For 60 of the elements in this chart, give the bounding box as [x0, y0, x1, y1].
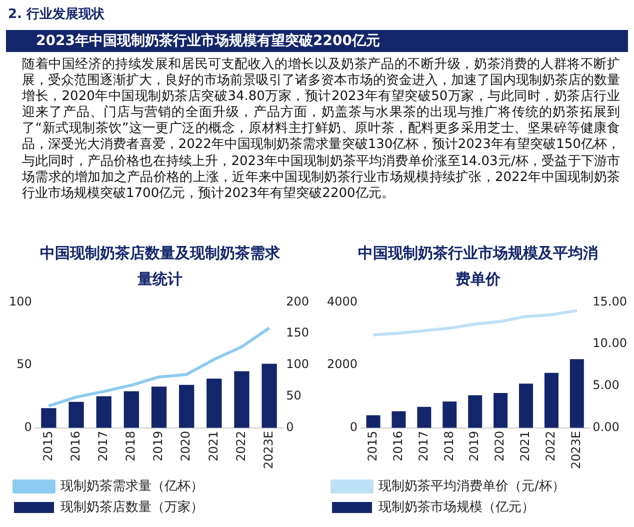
- bar: [124, 391, 140, 428]
- y2-tick-label: 5.00: [592, 378, 620, 392]
- x-tick-label: 2019: [467, 430, 482, 462]
- x-tick-label: 2021: [206, 430, 220, 462]
- bar: [151, 386, 167, 428]
- x-tick-label: 2018: [442, 430, 456, 462]
- x-tick-label: 2020: [178, 430, 193, 462]
- bar: [468, 395, 482, 428]
- chart-title: 中国现制奶茶行业市场规模及平均消费单价: [358, 243, 598, 290]
- bar: [206, 378, 222, 428]
- x-tick-label: 2020: [492, 430, 507, 462]
- y2-tick-label: 0.00: [592, 420, 620, 434]
- legend-label: 现制奶茶市场规模（亿元）: [378, 500, 534, 515]
- y2-tick-label: 150: [286, 326, 309, 340]
- y-tick-label: 0: [350, 420, 358, 434]
- legend-label: 现制奶茶需求量（亿杯）: [60, 478, 204, 494]
- bar: [366, 415, 380, 428]
- x-tick-label: 2016: [390, 430, 405, 462]
- y2-tick-label: 50: [286, 388, 302, 403]
- bar: [442, 401, 457, 428]
- bar: [392, 411, 406, 428]
- text: 2. 行业发展现状: [8, 6, 105, 23]
- y-tick-label: 2000: [326, 357, 358, 372]
- y2-tick-label: 200: [286, 294, 309, 308]
- bar: [96, 396, 112, 428]
- y2-tick-label: 10.00: [592, 336, 628, 350]
- legend-label: 现制奶茶店数量（万家）: [60, 498, 204, 515]
- bar: [262, 364, 277, 428]
- text: 随着中国经济的持续发展和居民可支配收入的增长以及奶茶产品的不断升级，奶茶消费的人群将不断扩展，受众范围逐渐扩大，良好的市场前景吸引了诸多资本市场的资金进入，加速了国内现制奶茶店的数量增长，2020年中国现制奶茶店突破34.80万家，预计2023年有望突破50万家，与此同时，奶茶店行业迎来了产品、门店与营销的全面升级，产品方面，奶盖茶与水果茶的出现与推广将传统的奶茶拓展到了“新式现制茶饮”这一更广泛的概念，原材料主打鲜奶、原叶茶，配料更多采用芝士、坚果碎等健康食品，深受光大消费者喜爱，2022年中国现制奶茶需求量突破130亿杯，预计2023年有望突破150亿杯，与此同时，产品价格也在持续上升，2023年中国现制奶茶平均消费单价涨至14.03元/杯，受益于下游市场需求的增加加之产品价格的上涨，近年来中国现制奶茶行业市场规模持续扩张，2022年中国现制奶茶行业市场规模突破1700亿元，预计2023年有望突破2200亿元。: [22, 57, 620, 201]
- x-tick-label: 2022: [544, 430, 558, 462]
- bar: [519, 384, 534, 428]
- x-tick-label: 2017: [416, 430, 430, 462]
- bar: [570, 359, 584, 428]
- x-tick-label: 2023E: [261, 430, 276, 470]
- y-tick-label: 4000: [326, 294, 358, 308]
- y2-tick-label: 0: [286, 420, 294, 434]
- x-tick-label: 2017: [96, 430, 110, 462]
- legend-label: 现制奶茶平均消费单价（元/杯）: [378, 478, 565, 494]
- y-tick-label: 100: [9, 294, 32, 308]
- x-tick-label: 2018: [124, 430, 138, 462]
- y-tick-label: 50: [16, 357, 32, 372]
- text: 2023年中国现制奶茶行业市场规模有望突破2200亿元: [6, 30, 628, 52]
- chart-title: 中国现制奶茶店数量及现制奶茶需求量统计: [40, 243, 280, 290]
- x-tick-label: 2015: [40, 430, 55, 462]
- bar: [234, 371, 250, 428]
- x-tick-label: 2016: [68, 430, 82, 462]
- bar: [494, 393, 508, 428]
- x-tick-label: 2021: [518, 430, 532, 462]
- bar: [178, 384, 194, 428]
- bar: [41, 408, 56, 428]
- bar: [417, 406, 432, 428]
- x-tick-label: 2019: [151, 430, 166, 462]
- x-tick-label: 2015: [365, 430, 380, 462]
- x-tick-label: 2022: [234, 430, 248, 462]
- bar: [68, 402, 84, 428]
- y2-tick-label: 100: [286, 357, 309, 372]
- x-tick-label: 2023E: [569, 430, 584, 470]
- y2-tick-label: 15.00: [592, 294, 628, 308]
- y-tick-label: 0: [24, 420, 32, 434]
- bar: [544, 372, 558, 428]
